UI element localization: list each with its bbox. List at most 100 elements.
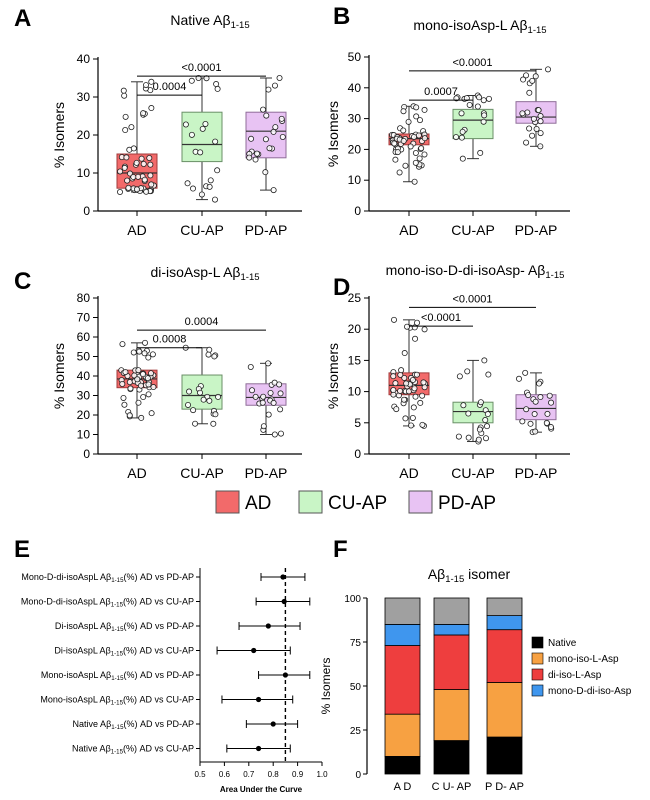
data-point <box>393 406 400 413</box>
data-point <box>197 389 204 396</box>
legend-label: AD <box>245 493 271 514</box>
data-point <box>122 127 129 134</box>
y-tick-label: 40 <box>77 369 91 383</box>
bar-segment <box>486 629 523 683</box>
data-point <box>466 101 473 108</box>
legend-swatch <box>215 490 240 514</box>
data-point <box>213 81 220 88</box>
chart-title: Native Aβ1-15 <box>170 12 249 31</box>
x-tick-label: PD-AP <box>515 222 558 238</box>
data-point <box>526 125 533 132</box>
data-point <box>143 188 150 195</box>
data-point <box>417 399 424 406</box>
legend-swatch <box>531 684 544 697</box>
data-point <box>404 323 411 330</box>
y-tick-label: 0 <box>354 447 361 461</box>
data-point <box>537 394 544 401</box>
legend-swatch <box>531 668 544 681</box>
data-point <box>459 155 466 162</box>
data-point <box>142 339 149 346</box>
data-point <box>400 127 407 134</box>
p-value-label: 0.0004 <box>153 81 187 93</box>
data-point <box>522 369 529 376</box>
data-point <box>133 186 140 193</box>
data-point <box>272 124 279 131</box>
x-tick-label: PD-AP <box>245 222 288 238</box>
data-point <box>458 134 465 141</box>
x-tick-label: 0.8 <box>268 770 280 779</box>
row-label: Mono-D-di-isoAspL Aβ1-15(%) AD vs CU-AP <box>21 597 194 609</box>
data-point <box>465 410 472 417</box>
y-tick-label: 30 <box>77 90 91 104</box>
data-point <box>537 143 544 150</box>
data-point <box>126 412 133 419</box>
legend-label: PD-AP <box>438 493 496 514</box>
data-point <box>277 390 284 397</box>
data-point <box>476 94 483 101</box>
x-tick-label: CU-AP <box>451 465 495 481</box>
auc-point <box>282 672 288 678</box>
data-point <box>477 399 484 406</box>
data-point <box>535 107 542 114</box>
y-tick-label: 50 <box>348 50 362 64</box>
y-tick-label: 75 <box>350 638 362 649</box>
data-point <box>147 161 154 168</box>
x-tick-label: 0.9 <box>292 770 304 779</box>
legend-label: mono-iso-L-Asp <box>548 654 619 665</box>
data-point <box>206 346 213 353</box>
data-point <box>409 377 416 384</box>
legend-label: CU-AP <box>328 493 387 514</box>
data-point <box>484 411 491 418</box>
y-tick-label: 10 <box>348 173 362 187</box>
y-tick-label: 25 <box>348 291 362 305</box>
x-tick-label: 0.5 <box>194 770 206 779</box>
data-point <box>485 95 492 102</box>
data-point <box>121 92 128 99</box>
panel-letter-d: D <box>333 274 350 301</box>
data-point <box>421 106 428 113</box>
bar-segment <box>486 736 523 775</box>
data-point <box>476 426 483 433</box>
data-point <box>149 351 156 358</box>
data-point <box>516 375 523 382</box>
data-point <box>260 393 267 400</box>
box-chart-c: di-isoAsp-L Aβ1-15 % Isomers 0 10 20 30 40 50 60… <box>51 264 302 481</box>
panel-letter-b: B <box>333 3 350 30</box>
data-point <box>198 191 205 198</box>
bar-segment <box>486 682 523 738</box>
data-point <box>252 156 259 163</box>
legend-label: di-iso-L-Asp <box>548 670 602 681</box>
data-point <box>519 110 526 117</box>
data-point <box>421 135 428 142</box>
panel-letter-f: F <box>333 536 348 563</box>
y-tick-label: 0 <box>83 204 90 218</box>
data-point <box>185 401 192 408</box>
data-point <box>265 360 272 367</box>
x-tick-label: AD <box>127 465 146 481</box>
data-point <box>529 77 536 84</box>
data-point <box>262 169 269 176</box>
data-point <box>146 154 153 161</box>
data-point <box>124 177 131 184</box>
row-label: Mono-D-di-isoAspL Aβ1-15(%) AD vs PD-AP <box>21 572 194 584</box>
bar-segment <box>433 624 470 636</box>
stacked-bar-chart: Aβ1-15 isomer % Isomers 0 25 50 75 100 A D C U- … <box>319 566 632 793</box>
data-point <box>407 143 414 150</box>
data-point <box>260 106 267 113</box>
data-point <box>145 391 152 398</box>
data-point <box>138 155 145 162</box>
data-point <box>537 113 544 120</box>
panel-letter-c: C <box>14 268 31 295</box>
data-point <box>135 367 142 374</box>
data-point <box>195 75 202 82</box>
data-point <box>411 178 418 185</box>
data-point <box>147 370 154 377</box>
data-point <box>211 353 218 360</box>
data-point <box>410 133 417 140</box>
y-tick-label: 60 <box>77 330 91 344</box>
data-point <box>211 196 218 203</box>
data-point <box>481 112 488 119</box>
data-point <box>482 417 489 424</box>
bar-segment <box>384 645 421 715</box>
data-point <box>485 371 492 378</box>
